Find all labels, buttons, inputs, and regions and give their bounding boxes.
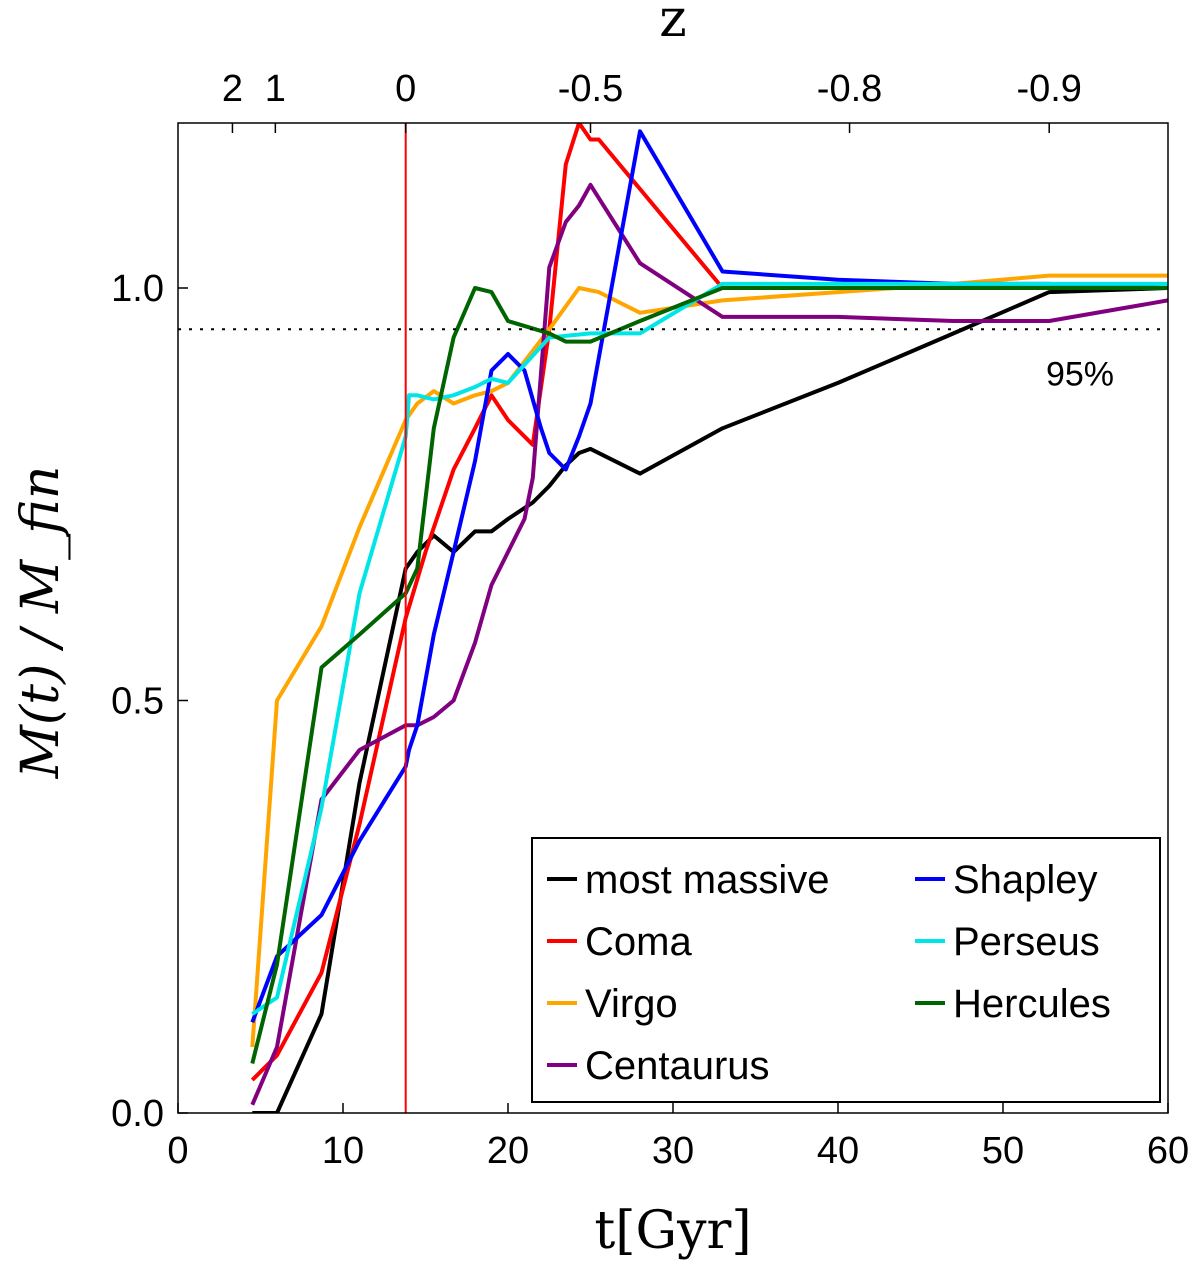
series-line-perseus (251, 281, 1168, 1016)
top-tick-label: 1 (265, 68, 286, 110)
top-tick-label: 0 (395, 68, 416, 110)
legend: most massive Coma Virgo Centaurus Shapley Per… (531, 837, 1161, 1103)
legend-label-hercules: Hercules (953, 982, 1111, 1026)
series-line-virgo (250, 273, 1168, 1048)
x-tick-label: 60 (1147, 1130, 1189, 1172)
x-tick-label: 20 (487, 1130, 529, 1172)
top-tick-label: 2 (222, 68, 243, 110)
y-axis-title: M(t) / M_fin (11, 466, 71, 780)
legend-label-perseus: Perseus (953, 920, 1100, 964)
axis-ticks: 0 10 20 30 40 50 600.00.51.02 1 0 -0.5 -0.8 -0.9 (111, 68, 1189, 1172)
y-tick-label: 1.0 (111, 268, 164, 310)
legend-label-shapley: Shapley (953, 858, 1098, 902)
legend-label-most-massive: most massive (585, 858, 830, 902)
threshold-label: 95% (1046, 355, 1114, 393)
y-tick-label: 0.0 (111, 1093, 164, 1135)
top-tick-label: -0.5 (558, 68, 623, 110)
legend-label-coma: Coma (585, 920, 692, 964)
legend-box (531, 837, 1161, 1103)
series-layer (250, 123, 1168, 1113)
series-line-shapley (250, 129, 1168, 1024)
y-tick-label: 0.5 (111, 681, 164, 723)
x-tick-label: 40 (817, 1130, 859, 1172)
legend-label-virgo: Virgo (585, 982, 678, 1026)
top-tick-label: -0.9 (1016, 68, 1081, 110)
x-tick-label: 0 (167, 1130, 188, 1172)
series-line-hercules (250, 286, 1168, 1064)
x-tick-label: 30 (652, 1130, 694, 1172)
top-axis-title: z (659, 0, 686, 49)
x-tick-label: 10 (322, 1130, 364, 1172)
series-line-most-massive (252, 286, 1168, 1113)
top-tick-label: -0.8 (817, 68, 882, 110)
x-axis-title: t[Gyr] (594, 1201, 751, 1261)
legend-label-centaurus: Centaurus (585, 1044, 770, 1088)
series-line-centaurus (250, 182, 1168, 1106)
x-tick-label: 50 (982, 1130, 1024, 1172)
